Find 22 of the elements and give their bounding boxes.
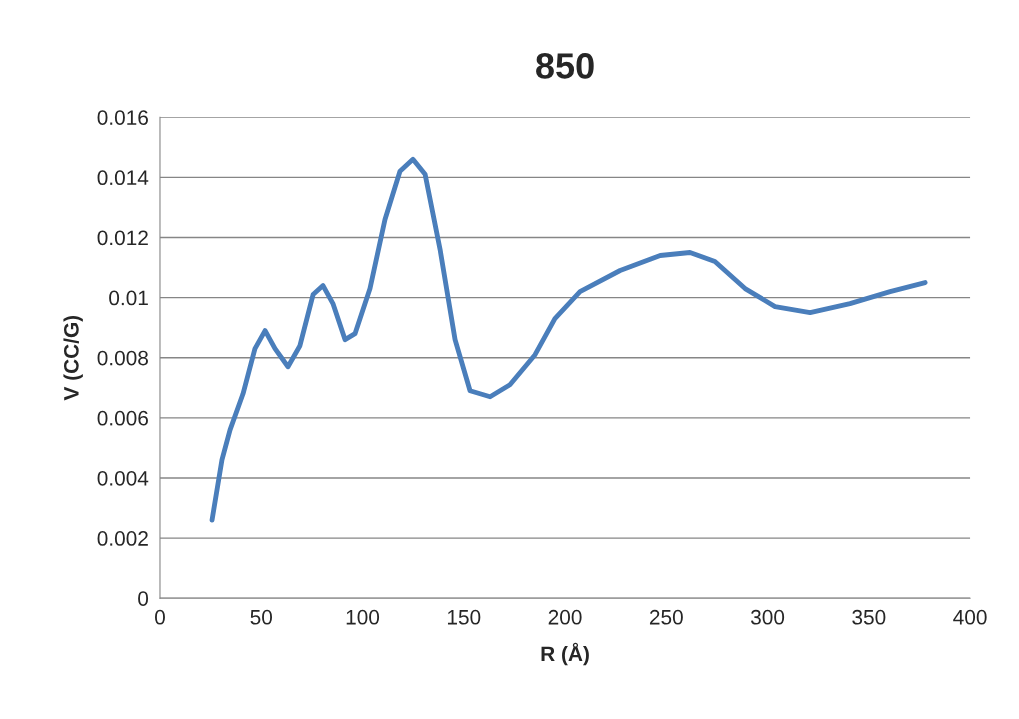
y-tick-label: 0 — [138, 591, 149, 606]
x-tick-label: 0 — [155, 609, 165, 625]
x-axis-title: R (Å) — [541, 642, 589, 666]
x-tick-label: 300 — [750, 609, 785, 625]
y-axis-title: V (CC/G) — [63, 315, 83, 401]
y-tick-label: 0.01 — [109, 290, 148, 306]
y-tick-label: 0.014 — [97, 170, 149, 186]
x-tick-label: 400 — [953, 609, 987, 625]
y-tick-label: 0.016 — [97, 110, 148, 125]
y-tick-label: 0.004 — [97, 470, 149, 486]
x-tick-label: 350 — [852, 609, 886, 625]
x-tick-label: 150 — [447, 609, 481, 625]
x-tick-label: 200 — [548, 609, 582, 625]
chart-title: 850 — [536, 53, 594, 79]
x-tick-label: 50 — [250, 609, 273, 625]
y-tick-label: 0.002 — [97, 531, 148, 546]
y-tick-label: 0.012 — [97, 230, 148, 246]
x-tick-label: 250 — [649, 609, 683, 625]
line-series — [209, 156, 928, 523]
y-tick-label: 0.006 — [97, 410, 148, 426]
x-tick-label: 100 — [346, 609, 380, 625]
y-tick-label: 0.008 — [97, 350, 148, 366]
